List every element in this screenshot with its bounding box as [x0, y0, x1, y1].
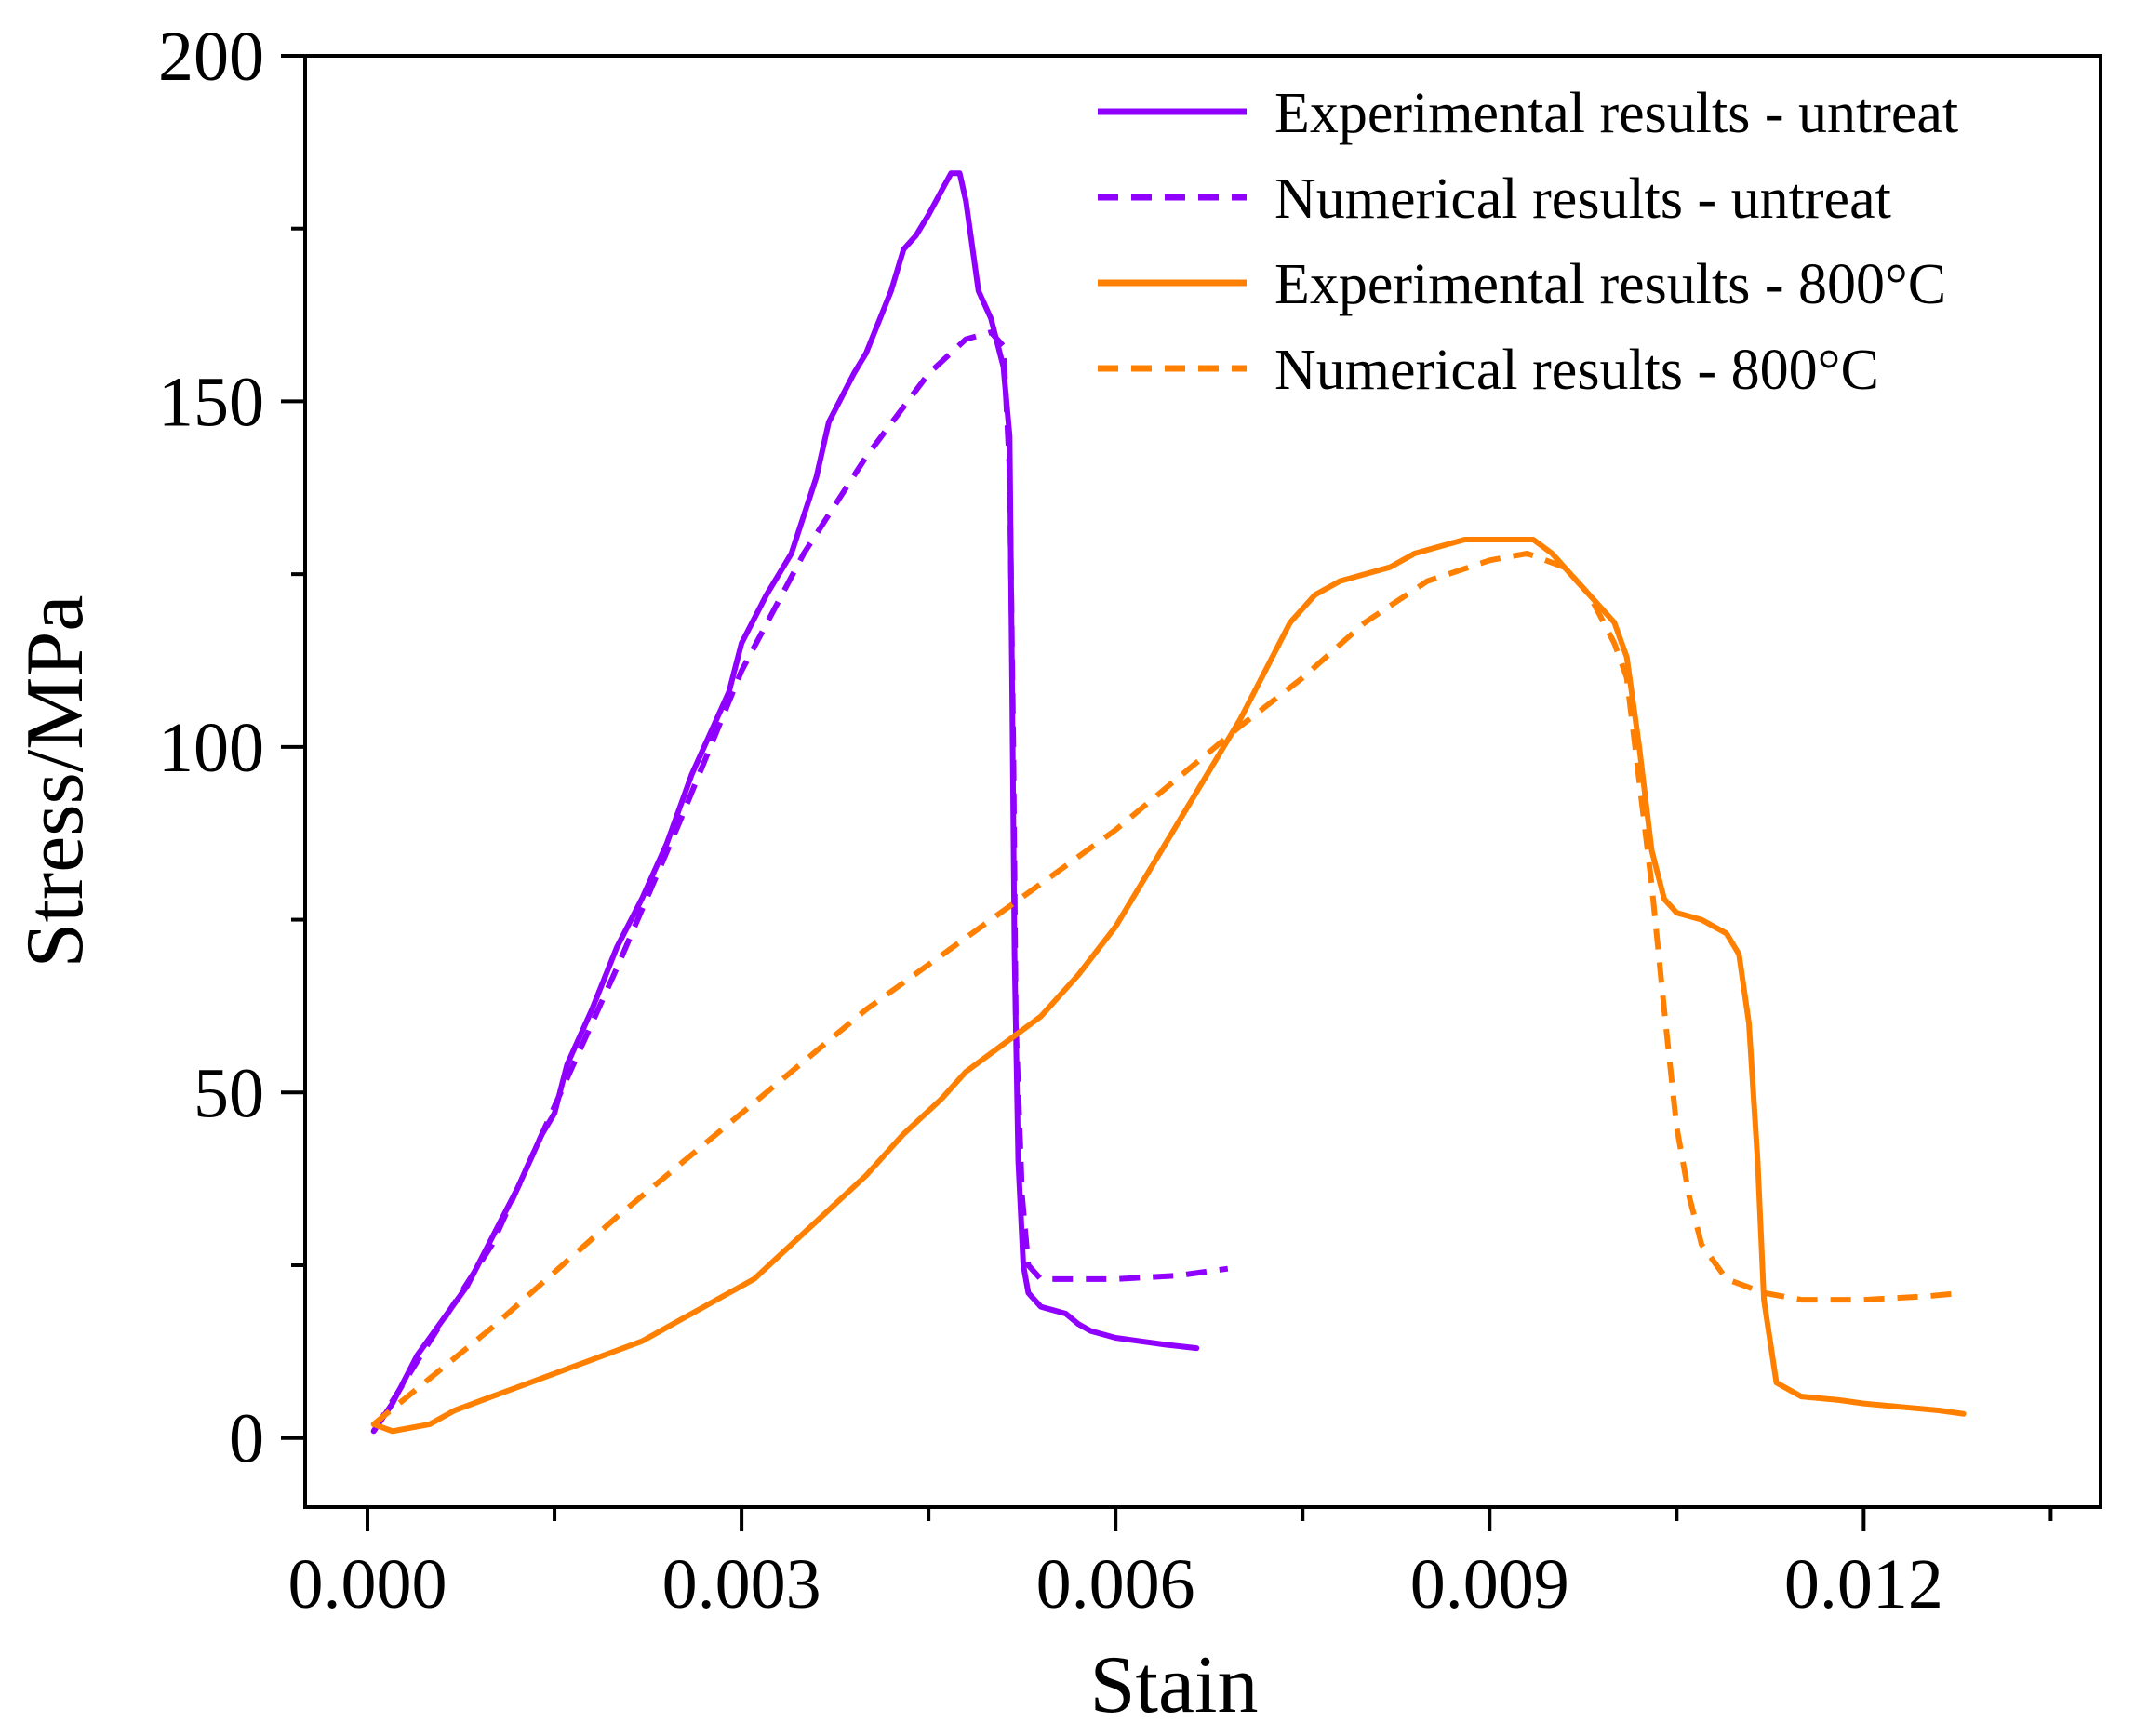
x-tick-label: 0.012 — [1784, 1545, 1943, 1623]
y-axis-title: Stress/MPa — [10, 595, 100, 968]
x-tick-label: 0.006 — [1036, 1545, 1195, 1623]
x-tick-label: 0.000 — [288, 1545, 447, 1623]
legend-label-1: Experimental results - untreat — [1274, 82, 1958, 145]
x-axis-title: Stain — [1090, 1640, 1259, 1730]
y-tick-label: 0 — [229, 1400, 264, 1478]
x-tick-label: 0.003 — [662, 1545, 821, 1623]
series-line-3 — [370, 537, 1967, 1435]
y-tick-label: 100 — [158, 709, 264, 787]
series-layer — [370, 170, 1967, 1435]
legend-label-3: Experimental results - 800°C — [1274, 253, 1946, 316]
y-tick-label: 200 — [158, 18, 264, 96]
series-line-2 — [371, 329, 1229, 1433]
x-tick-label: 0.009 — [1410, 1545, 1569, 1623]
plot-frame — [303, 54, 2102, 1509]
y-tick-label: 150 — [158, 363, 264, 441]
labels-layer: 0.000 0.003 0.006 0.009 0.012 0 50 100 150 200 — [158, 18, 1943, 1623]
legend: Experimental results - untreat Numerical … — [1098, 82, 1958, 402]
legend-label-2: Numerical results - untreat — [1274, 167, 1891, 231]
y-tick-label: 50 — [193, 1054, 264, 1132]
series-line-4 — [371, 550, 1964, 1427]
legend-label-4: Numerical results - 800°C — [1274, 339, 1879, 402]
ticks-layer — [281, 54, 2053, 1531]
